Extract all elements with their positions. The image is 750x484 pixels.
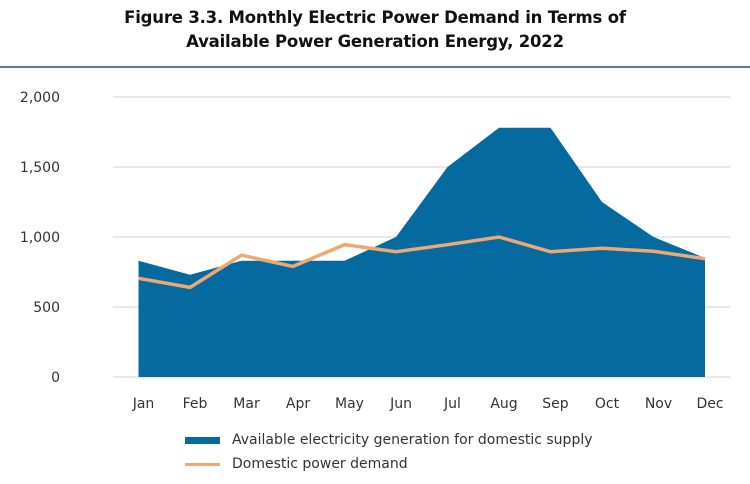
- x-tick-label: Aug: [490, 396, 517, 412]
- title-divider: [0, 66, 750, 68]
- chart-title-line-1: Figure 3.3. Monthly Electric Power Deman…: [124, 8, 626, 27]
- x-axis-ticks: Jan Feb Mar Apr May Jun Jul Aug Sep Oct Nov Dec: [132, 396, 724, 412]
- chart-title-line-2: Available Power Generation Energy, 2022: [186, 32, 564, 51]
- x-tick-label: Sep: [542, 396, 569, 412]
- y-tick-label: 2,000: [20, 90, 60, 106]
- y-tick-label: 0: [51, 370, 60, 386]
- line-series: [138, 235, 706, 290]
- x-tick-label: Jun: [389, 396, 412, 412]
- legend-item-domestic-demand: Domestic power demand: [185, 452, 593, 476]
- y-axis-ticks: 0 500 1,000 1,500 2,000: [20, 90, 60, 386]
- legend-item-available-generation: Available electricity generation for dom…: [185, 428, 593, 452]
- legend-label: Available electricity generation for dom…: [232, 432, 593, 448]
- chart-title: Figure 3.3. Monthly Electric Power Deman…: [0, 6, 750, 54]
- legend-swatch-line: [185, 462, 220, 466]
- x-tick-label: Nov: [645, 396, 672, 412]
- legend-swatch-area: [185, 436, 220, 444]
- x-tick-label: Mar: [233, 396, 260, 412]
- x-tick-label: Oct: [595, 396, 620, 412]
- x-tick-label: Jul: [443, 396, 461, 412]
- legend: Available electricity generation for dom…: [185, 428, 593, 476]
- y-tick-label: 1,000: [20, 230, 60, 246]
- x-tick-label: Feb: [183, 396, 208, 412]
- x-tick-label: May: [335, 396, 364, 412]
- line-domestic-demand: [138, 235, 706, 290]
- x-tick-label: Jan: [132, 396, 155, 412]
- area-series: [138, 127, 705, 377]
- x-tick-label: Apr: [286, 396, 310, 412]
- y-tick-label: 1,500: [20, 160, 60, 176]
- legend-label: Domestic power demand: [232, 456, 408, 472]
- y-tick-label: 500: [33, 300, 60, 316]
- x-tick-label: Dec: [696, 396, 723, 412]
- area-available-generation: [138, 127, 705, 377]
